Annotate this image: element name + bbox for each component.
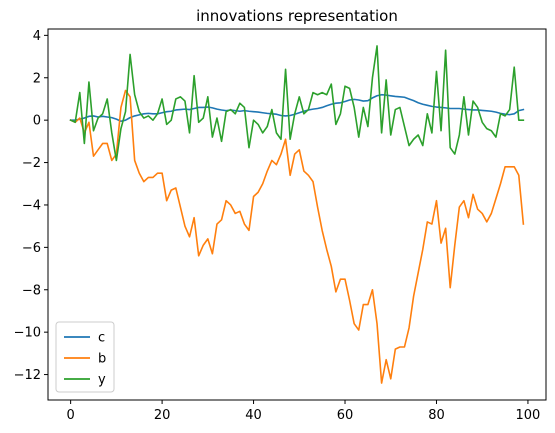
y-tick-label: −8 bbox=[22, 283, 41, 298]
y-tick-label: −10 bbox=[14, 326, 41, 341]
x-tick-label: 100 bbox=[516, 408, 541, 423]
x-tick-label: 20 bbox=[154, 408, 171, 423]
series-line-y bbox=[69, 45, 525, 162]
y-tick-label: 2 bbox=[33, 71, 41, 86]
chart-title: innovations representation bbox=[196, 7, 398, 25]
y-tick-label: 4 bbox=[33, 29, 41, 44]
series-line-b bbox=[69, 89, 525, 384]
y-tick-label: −12 bbox=[14, 368, 41, 383]
x-tick-label: 40 bbox=[245, 408, 262, 423]
legend-label-c: c bbox=[98, 331, 105, 346]
legend: cby bbox=[55, 321, 115, 393]
plot-frame bbox=[47, 28, 547, 401]
y-axis: −12 −10 −8 −6 −4 −2 0 2 4 bbox=[14, 29, 48, 383]
x-tick-label: 0 bbox=[66, 408, 74, 423]
legend-box bbox=[55, 321, 115, 393]
y-tick-label: −2 bbox=[22, 156, 41, 171]
x-axis: 0 20 40 60 80 100 bbox=[66, 400, 540, 423]
x-tick-label: 80 bbox=[428, 408, 445, 423]
series-layer bbox=[69, 45, 525, 384]
y-tick-label: −6 bbox=[22, 241, 41, 256]
y-tick-label: 0 bbox=[33, 114, 41, 129]
y-tick-label: −4 bbox=[22, 198, 41, 213]
x-tick-label: 60 bbox=[337, 408, 354, 423]
legend-label-b: b bbox=[98, 352, 106, 367]
legend-label-y: y bbox=[98, 373, 106, 388]
